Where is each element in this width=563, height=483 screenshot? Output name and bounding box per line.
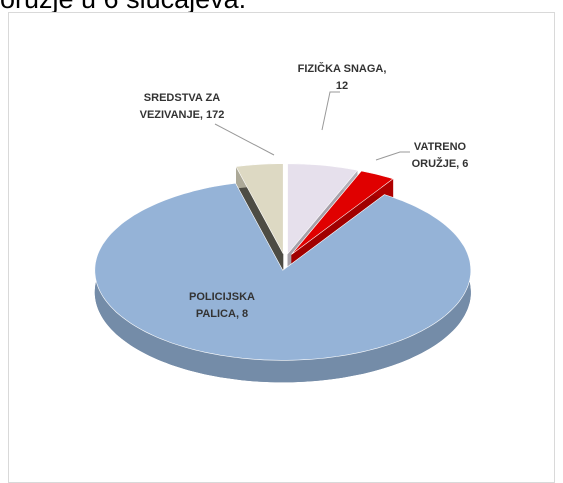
- data-label-line: VEZIVANJE, 172: [140, 109, 225, 121]
- data-label-line: PALICA, 8: [196, 308, 248, 320]
- pie: [94, 163, 472, 383]
- leader-lines: [214, 91, 410, 161]
- caption: oružje u 6 slučajeva.: [0, 0, 246, 14]
- data-label: SREDSTVA ZA VEZIVANJE, 172: [140, 92, 225, 121]
- data-label: POLICIJSKA PALICA, 8: [189, 291, 255, 320]
- leader-line: [375, 151, 410, 161]
- slice-top: [94, 182, 472, 361]
- data-label-line: FIZIČKA SNAGA,: [298, 62, 387, 75]
- data-label-line: ORUŽJE, 6: [412, 157, 469, 170]
- data-label: FIZIČKA SNAGA, 12: [298, 62, 387, 92]
- data-label: VATRENO ORUŽJE, 6: [412, 141, 469, 170]
- leader-line: [321, 91, 340, 131]
- slice-side: [236, 166, 284, 276]
- leader-line: [214, 123, 275, 156]
- data-label-line: SREDSTVA ZA: [144, 92, 220, 104]
- data-label-line: 12: [336, 80, 348, 92]
- data-label-line: POLICIJSKA: [189, 291, 255, 303]
- data-label-line: VATRENO: [414, 141, 467, 153]
- slice: [94, 182, 472, 383]
- labels: FIZIČKA SNAGA, 12 VATRENO ORUŽJE, 6 SREDSTVA…: [140, 62, 469, 320]
- slice-top: [291, 170, 394, 255]
- slice-top: [287, 163, 359, 255]
- slice-top: [235, 163, 284, 254]
